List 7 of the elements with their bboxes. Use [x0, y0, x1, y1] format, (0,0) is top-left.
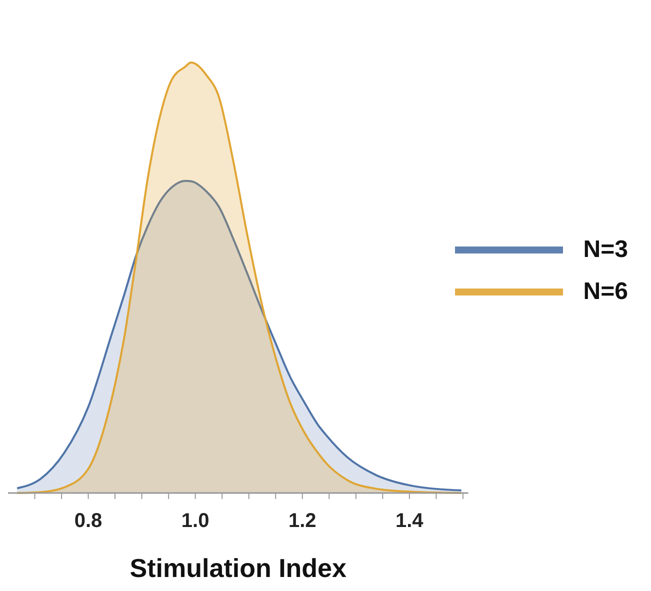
x-tick-label: 0.8 — [74, 510, 102, 532]
x-tick-label: 1.0 — [181, 510, 210, 532]
legend-label: N=6 — [583, 278, 628, 306]
legend-label: N=3 — [583, 236, 628, 264]
x-tick-label: 1.4 — [396, 510, 424, 532]
x-tick-label: 1.2 — [288, 510, 316, 532]
x-axis-title: Stimulation Index — [130, 553, 348, 583]
